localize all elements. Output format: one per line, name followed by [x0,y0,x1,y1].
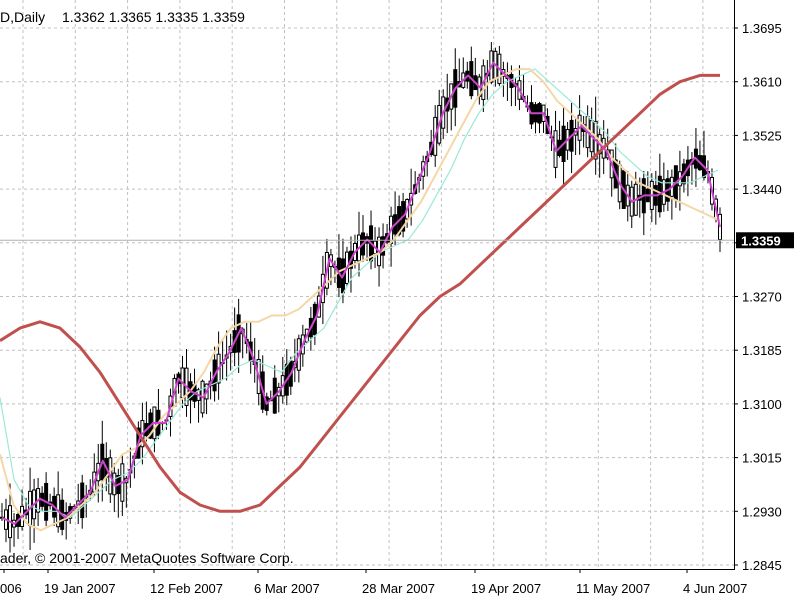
time-tick-label: 4 Jun 2007 [683,581,747,596]
price-axis: 1.36951.36101.35251.34401.33551.32701.31… [734,21,782,573]
time-tick-label: 19 Apr 2007 [471,581,541,596]
ma-fast-line [1,61,721,525]
price-tick-label: 1.3695 [742,21,782,36]
ma-slow-line [0,73,720,513]
ma-mid-line [0,68,721,532]
current-price-tag [736,232,794,249]
time-tick-label: 6 Mar 2007 [254,581,320,596]
price-tick-label: 1.3100 [742,397,782,412]
time-tick-label: 28 Mar 2007 [362,581,435,596]
chart-header-symbol: D,Daily [0,9,45,25]
price-tick-label: 1.3185 [742,343,782,358]
price-tick-label: 1.2845 [742,558,782,573]
ma-cyan-line [0,68,719,519]
price-tick-label: 1.3440 [742,182,782,197]
current-price-value: 1.3359 [741,233,781,248]
chart-header-ohlc: 1.3362 1.3365 1.3335 1.3359 [62,9,245,25]
price-tick-label: 1.2930 [742,504,782,519]
price-tick-label: 1.3610 [742,75,782,90]
time-tick-label: 12 Feb 2007 [150,581,223,596]
price-tick-label: 1.3015 [742,451,782,466]
moving-averages [0,61,721,532]
time-tick-label: 19 Jan 2007 [44,581,116,596]
price-tick-label: 1.3525 [742,128,782,143]
time-axis: 006 19 Jan 2007 12 Feb 2007 6 Mar 2007 28 Ma… [0,569,747,596]
time-tick-label: 11 May 2007 [576,581,650,596]
price-tick-label: 1.3270 [742,290,782,305]
time-tick-label: 006 [0,581,22,596]
copyright-text: ader, © 2001-2007 MetaQuotes Software Co… [0,550,294,566]
candle-body [718,213,722,241]
